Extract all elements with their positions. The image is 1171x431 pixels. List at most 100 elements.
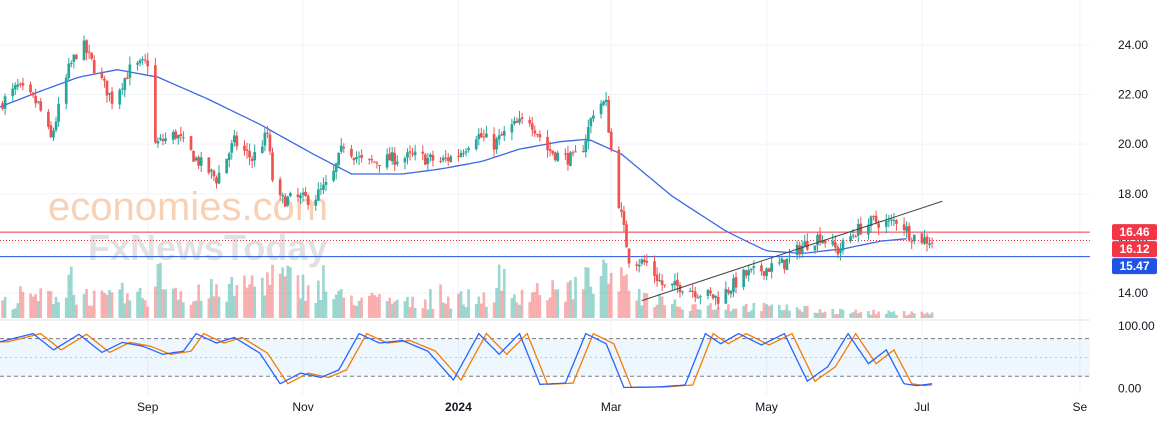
candle-body xyxy=(171,132,175,140)
candle-body xyxy=(676,279,679,286)
volume-bar xyxy=(495,287,498,318)
candle-body xyxy=(253,152,257,161)
candle-body xyxy=(299,195,302,199)
candle-body xyxy=(818,234,822,243)
volume-bar xyxy=(49,291,53,318)
candle-body xyxy=(813,245,817,251)
volume-bar xyxy=(515,302,519,318)
volume-bar xyxy=(734,308,738,318)
volume-bar xyxy=(314,302,318,318)
candle-body xyxy=(502,131,506,136)
volume-bar xyxy=(446,296,450,318)
volume-bar xyxy=(890,312,893,318)
volume-bar xyxy=(324,291,328,318)
candle-body xyxy=(706,290,710,297)
candle-body xyxy=(821,240,824,244)
candle-body xyxy=(770,263,773,272)
candle-body xyxy=(395,161,399,164)
volume-bar xyxy=(869,314,873,318)
volume-bar xyxy=(217,296,221,318)
volume-bar xyxy=(467,289,470,318)
volume-bar xyxy=(441,302,445,318)
candle-body xyxy=(90,52,94,59)
candle-body xyxy=(930,242,934,244)
volume-bar xyxy=(370,292,374,318)
candle-body xyxy=(52,130,55,138)
volume-bar xyxy=(197,284,200,318)
candle-body xyxy=(103,78,106,81)
volume-bar xyxy=(413,307,417,318)
volume-bar xyxy=(108,289,111,318)
volume-bar xyxy=(54,296,58,318)
candle-body xyxy=(658,280,661,282)
moving-average xyxy=(0,69,907,254)
candle-body xyxy=(69,63,73,65)
volume-bar xyxy=(245,287,249,318)
osc-tick-label: 100.00 xyxy=(1118,319,1155,333)
candle-body xyxy=(533,130,537,134)
candle-body xyxy=(281,195,285,197)
volume-bar xyxy=(492,302,496,318)
candle-body xyxy=(268,134,272,152)
candle-body xyxy=(670,283,674,286)
volume-bar xyxy=(477,296,481,318)
candle-body xyxy=(110,91,114,104)
volume-bar xyxy=(627,290,631,318)
volume-bar xyxy=(464,307,468,318)
volume-bar xyxy=(431,308,435,318)
candle-body xyxy=(681,291,684,293)
candle-body xyxy=(13,85,17,90)
candle-body xyxy=(182,137,185,139)
volume-bar xyxy=(317,280,320,318)
volume-bar xyxy=(271,264,274,318)
candle-body xyxy=(85,40,88,53)
volume-bar xyxy=(910,311,914,318)
candle-body xyxy=(34,96,37,104)
volume-bar xyxy=(281,267,285,318)
candle-body xyxy=(230,143,234,153)
candle-body xyxy=(923,237,926,244)
volume-bar xyxy=(839,308,842,318)
candle-body xyxy=(907,225,911,241)
volume-bar xyxy=(174,287,178,318)
volume-bar xyxy=(849,313,852,318)
volume-bar xyxy=(653,307,656,318)
volume-bar xyxy=(749,310,753,318)
volume-bar xyxy=(299,298,302,318)
candle-body xyxy=(357,156,361,158)
candle-body xyxy=(164,138,167,142)
volume-bar xyxy=(212,296,216,318)
volume-bar xyxy=(411,296,414,318)
candle-body xyxy=(232,135,236,143)
volume-bar xyxy=(141,298,144,318)
candle-body xyxy=(210,169,213,172)
volume-bar xyxy=(800,311,804,318)
volume-bar xyxy=(301,274,305,318)
volume-bar xyxy=(655,304,659,318)
candle-body xyxy=(263,132,267,146)
volume-bar xyxy=(497,264,501,318)
volume-bar xyxy=(103,292,106,318)
candle-body xyxy=(836,247,840,255)
volume-bar xyxy=(322,265,325,318)
volume-bar xyxy=(923,314,926,318)
candle-body xyxy=(306,195,310,206)
volume-bar xyxy=(154,286,157,318)
candle-body xyxy=(747,270,751,276)
candle-body xyxy=(474,139,478,150)
volume-bar xyxy=(688,311,692,318)
candle-body xyxy=(441,157,445,161)
volume-bar xyxy=(375,296,379,318)
volume-bar xyxy=(146,306,150,318)
candle-body xyxy=(546,136,549,151)
volume-bar xyxy=(622,275,626,318)
volume-bar xyxy=(171,288,175,318)
volume-bar xyxy=(232,295,236,318)
volume-bar xyxy=(306,285,310,318)
volume-bar xyxy=(637,288,641,318)
volume-bar xyxy=(928,314,931,318)
volume-bar xyxy=(319,300,323,318)
volume-bar xyxy=(357,300,361,318)
candle-body xyxy=(360,154,363,158)
volume-bar xyxy=(895,314,898,318)
